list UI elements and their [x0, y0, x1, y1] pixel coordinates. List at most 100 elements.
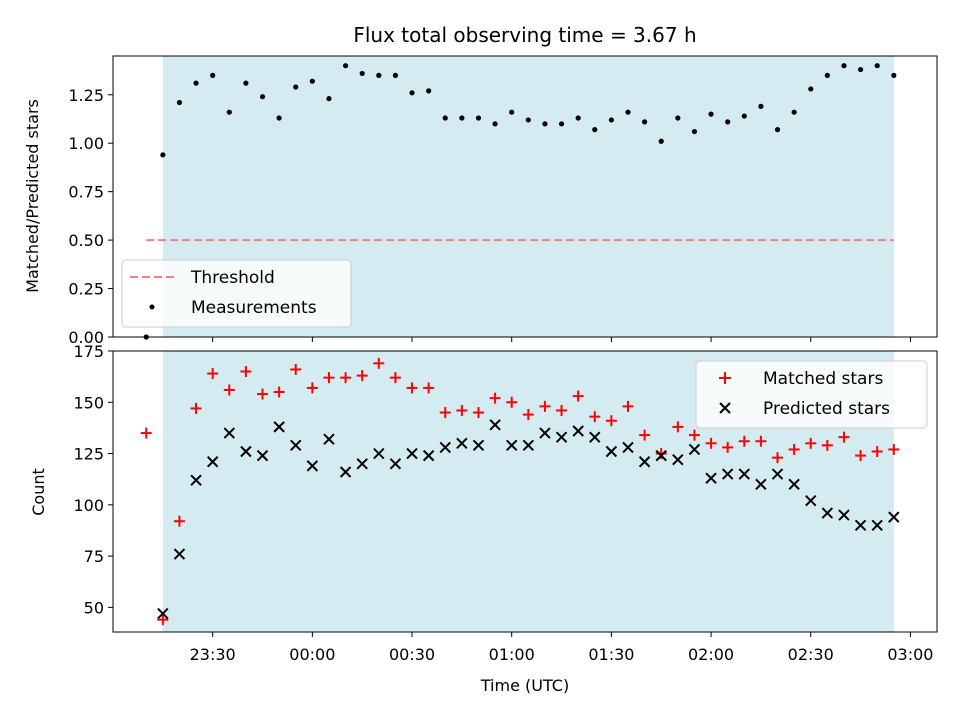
matched-star-point [556, 404, 568, 416]
matched-star-point [672, 421, 684, 433]
x-tick-label: 03:00 [887, 645, 933, 664]
x-tick-label: 01:30 [588, 645, 634, 664]
predicted-star-point [439, 441, 451, 454]
predicted-stars-layer [157, 419, 900, 620]
y-tick-label: 0.50 [68, 231, 104, 250]
measurement-point [442, 115, 448, 121]
matched-star-point [157, 614, 169, 626]
predicted-star-point [638, 456, 651, 468]
x-tick-label: 00:30 [389, 645, 435, 664]
matched-star-point [722, 441, 734, 453]
matched-star-point [290, 363, 302, 375]
predicted-star-point [422, 449, 435, 462]
legend-threshold-label: Threshold [190, 268, 275, 288]
predicted-star-point [838, 509, 850, 521]
predicted-star-point [240, 445, 252, 458]
bottom-x-ticks: 23:30 00:00 00:30 01:00 01:30 02:00 02:30 03:00 [190, 632, 933, 664]
measurement-point [492, 121, 498, 127]
predicted-star-point [206, 456, 219, 468]
predicted-star-point [472, 439, 485, 452]
predicted-star-point [306, 460, 319, 472]
predicted-star-point [589, 431, 601, 443]
measurement-point [309, 78, 315, 84]
matched-star-point [306, 382, 318, 394]
measurement-point [625, 109, 631, 115]
legend-measurements-label: Measurements [191, 298, 317, 318]
measurement-point [808, 86, 814, 92]
matched-star-point [257, 388, 269, 400]
matched-star-point [356, 370, 368, 382]
matched-star-point [472, 407, 484, 419]
measurement-point [575, 115, 581, 121]
matched-star-point [207, 368, 219, 380]
matched-star-point [223, 384, 235, 396]
matched-star-point [705, 437, 717, 449]
y-tick-label: 0.25 [68, 280, 104, 299]
measurement-point [409, 90, 415, 96]
predicted-star-point [705, 472, 717, 484]
predicted-star-point [888, 511, 900, 523]
measurement-point [226, 109, 232, 115]
matched-star-point [406, 382, 418, 394]
top-y-ticks: 0.00 0.25 0.50 0.75 1.00 1.25 [68, 86, 113, 347]
measurement-point [592, 127, 598, 133]
matched-star-point [340, 372, 352, 384]
measurement-point [392, 72, 399, 78]
measurement-point [658, 138, 664, 144]
measurement-point [608, 117, 614, 123]
predicted-star-point [821, 507, 834, 519]
predicted-star-point [389, 458, 402, 470]
legend-matched-label: Matched stars [763, 369, 883, 389]
bottom-panel: 50 75 100 125 150 175 23:30 00:00 00:30 01:00 01:… [29, 342, 938, 695]
measurement-point [874, 63, 880, 69]
top-legend-box [121, 259, 352, 328]
matched-star-point [738, 435, 750, 447]
matched-star-point [589, 411, 601, 423]
bottom-y-axis-title: Count [29, 468, 48, 516]
predicted-star-point [373, 447, 385, 460]
predicted-star-point [406, 447, 418, 460]
measurement-point [891, 72, 897, 78]
y-tick-label: 150 [73, 393, 104, 412]
matched-star-point [639, 429, 651, 441]
predicted-star-point [356, 458, 368, 470]
predicted-star-point [157, 607, 169, 620]
matched-star-point [323, 372, 335, 384]
predicted-star-point [456, 437, 468, 450]
predicted-star-point [522, 439, 535, 452]
predicted-star-point [555, 431, 568, 443]
measurement-point [342, 63, 349, 69]
matched-star-point [871, 446, 883, 458]
legend-matched-swatch [719, 372, 731, 384]
y-tick-label: 175 [73, 342, 104, 361]
y-tick-label: 125 [73, 445, 104, 464]
y-tick-label: 50 [84, 598, 104, 617]
bottom-legend-box [695, 360, 928, 429]
y-tick-label: 0.75 [68, 183, 104, 202]
matched-star-point [240, 366, 252, 378]
predicted-star-point [854, 519, 867, 532]
matched-star-point [439, 407, 451, 419]
y-tick-label: 100 [73, 496, 104, 515]
measurement-point [824, 72, 830, 78]
matched-star-point [190, 402, 202, 414]
matched-star-point [572, 390, 584, 402]
top-plot-frame [112, 55, 938, 338]
matched-star-point [655, 448, 667, 460]
predicted-star-point [672, 454, 684, 466]
measurement-point [542, 121, 548, 127]
predicted-star-point [290, 439, 302, 452]
measurement-point [841, 63, 847, 69]
matched-star-point [622, 400, 634, 412]
y-tick-label: 1.25 [68, 86, 104, 105]
matched-star-point [838, 431, 850, 443]
predicted-star-point [655, 449, 667, 462]
predicted-star-point [339, 466, 352, 478]
top-x-ticks [212, 337, 911, 342]
matched-star-point [755, 435, 767, 447]
matched-star-point [522, 409, 534, 421]
matched-star-point [855, 450, 867, 462]
measurement-point [758, 103, 764, 109]
x-axis-title: Time (UTC) [480, 676, 569, 695]
bottom-plot-frame [112, 350, 938, 633]
